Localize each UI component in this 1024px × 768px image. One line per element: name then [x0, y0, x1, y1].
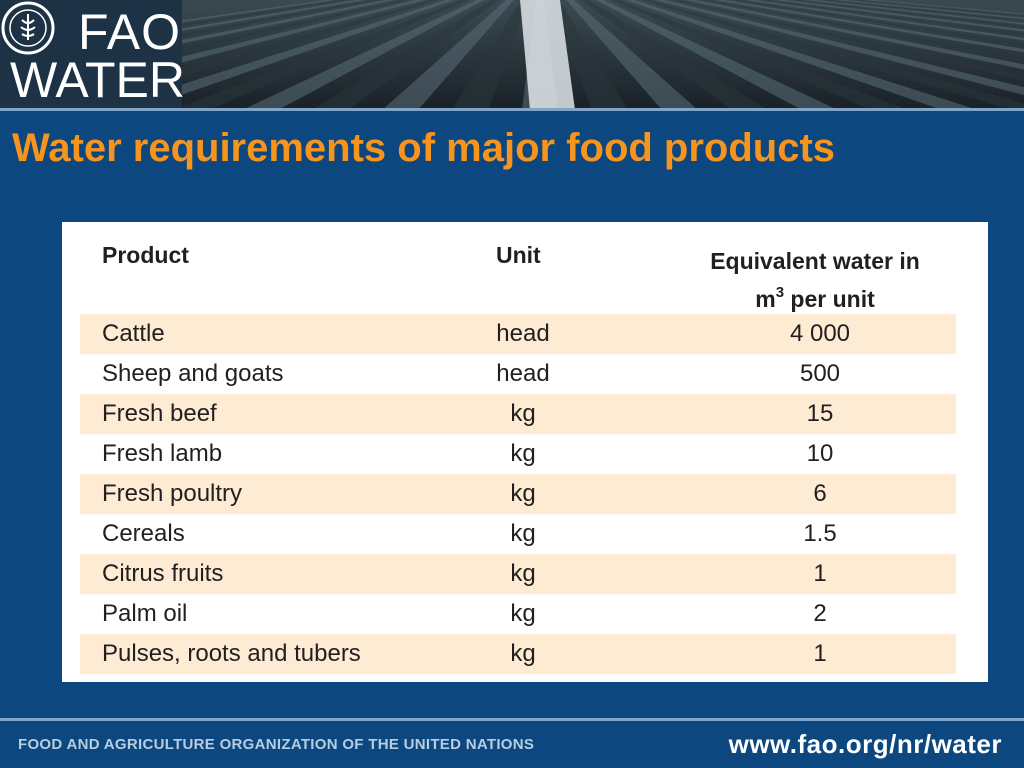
cell-product: Cereals	[102, 520, 185, 547]
cell-product: Cattle	[102, 320, 165, 347]
header-product: Product	[102, 242, 189, 268]
cell-unit: head	[496, 320, 550, 347]
table-row: Fresh poultry kg 6	[80, 474, 956, 514]
footer-divider	[0, 718, 1024, 721]
cell-unit: kg	[510, 440, 536, 467]
footer: FOOD AND AGRICULTURE ORGANIZATION OF THE…	[0, 721, 1024, 768]
table-row: Fresh beef kg 15	[80, 394, 956, 434]
cell-unit: head	[496, 360, 550, 387]
cell-product: Sheep and goats	[102, 360, 284, 387]
cell-unit: kg	[510, 560, 536, 587]
cell-unit: kg	[510, 640, 536, 667]
header-unit: Unit	[496, 242, 541, 268]
table-row: Citrus fruits kg 1	[80, 554, 956, 594]
header-water-line1: Equivalent water in	[710, 248, 920, 274]
cell-water: 1	[813, 640, 827, 667]
table-row: Cereals kg 1.5	[80, 514, 956, 554]
table-header: Product Unit Equivalent water in m3 per …	[80, 238, 956, 314]
cell-water: 4 000	[789, 320, 851, 347]
water-requirements-table: Product Unit Equivalent water in m3 per …	[62, 222, 988, 682]
footer-url-link[interactable]: www.fao.org/nr/water	[728, 729, 1002, 759]
cell-water: 1	[813, 560, 827, 587]
cell-product: Palm oil	[102, 600, 188, 627]
cell-product: Citrus fruits	[102, 560, 224, 587]
table-row: Cattle head 4 000	[80, 314, 956, 354]
fao-water-logo: FAO WATER	[0, 0, 185, 108]
cell-water: 10	[806, 440, 834, 467]
cell-product: Fresh poultry	[102, 480, 243, 507]
cell-water: 1.5	[803, 520, 837, 547]
logo-fao-text: FAO	[78, 4, 182, 60]
header-divider	[0, 108, 1024, 111]
table-row: Sheep and goats head 500	[80, 354, 956, 394]
cell-unit: kg	[510, 520, 536, 547]
cell-water: 6	[813, 480, 827, 507]
table-row: Pulses, roots and tubers kg 1	[80, 634, 956, 674]
slide-title: Water requirements of major food product…	[12, 126, 836, 170]
header-equivalent-water: Equivalent water in m3 per unit	[680, 242, 950, 318]
table-body: Cattle head 4 000 Sheep and goats head 5…	[80, 314, 956, 674]
cell-water: 500	[799, 360, 841, 387]
header-water-unit-sup: 3	[775, 284, 785, 301]
table-row: Palm oil kg 2	[80, 594, 956, 634]
cell-unit: kg	[510, 480, 536, 507]
cell-water: 15	[806, 400, 834, 427]
cell-product: Fresh lamb	[102, 440, 223, 467]
cell-unit: kg	[510, 600, 536, 627]
table-row: Fresh lamb kg 10	[80, 434, 956, 474]
header-banner: FAO WATER	[0, 0, 1024, 108]
cell-product: Fresh beef	[102, 400, 217, 427]
fao-emblem-icon	[1, 1, 55, 55]
cell-product: Pulses, roots and tubers	[102, 640, 361, 667]
header-water-unit-base: m	[755, 286, 776, 312]
cell-water: 2	[813, 600, 827, 627]
cell-unit: kg	[510, 400, 536, 427]
footer-organization: FOOD AND AGRICULTURE ORGANIZATION OF THE…	[18, 736, 535, 753]
header-water-unit-rest: per unit	[784, 286, 875, 312]
logo-water-text: WATER	[10, 52, 185, 108]
